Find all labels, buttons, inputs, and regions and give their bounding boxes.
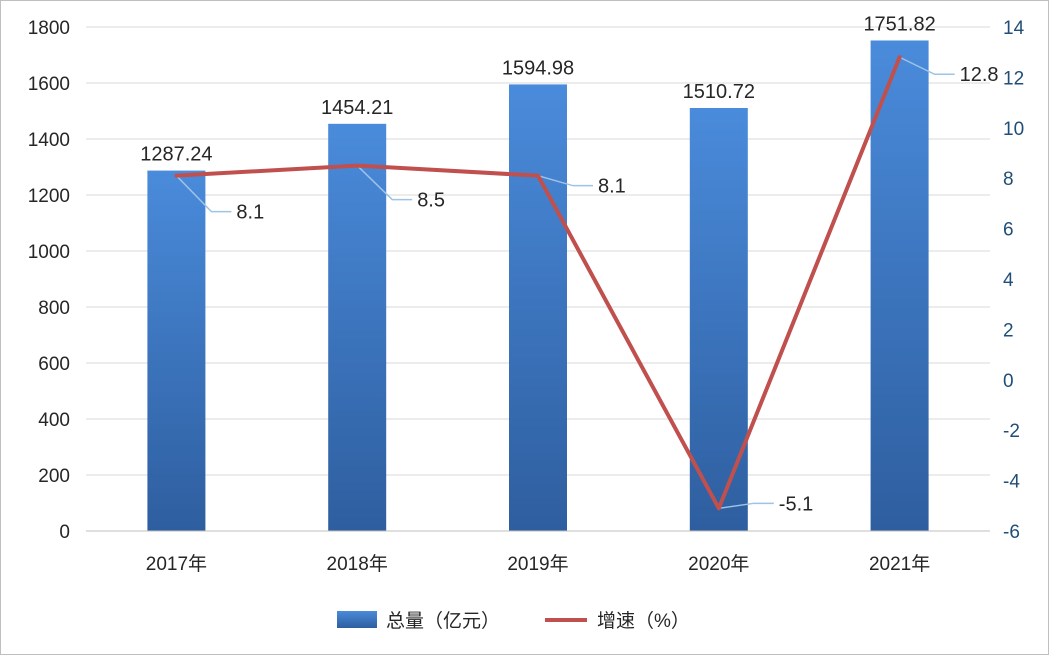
leader-lines	[175, 56, 955, 510]
legend: 总量（亿元） 增速（%）	[337, 610, 690, 632]
line-series	[174, 55, 902, 511]
bar-value-label: 1287.24	[140, 144, 212, 166]
growth-line	[174, 55, 902, 511]
line-value-label: 8.5	[417, 190, 445, 212]
bar-series	[147, 40, 929, 532]
y-left-tick-label: 600	[38, 354, 70, 375]
y-left-tick-label: 800	[38, 298, 70, 319]
y-left-tick-label: 400	[38, 410, 70, 431]
y-left-tick-label: 1000	[28, 242, 70, 263]
leader-line	[175, 175, 232, 213]
leader-line	[356, 165, 413, 201]
leader-line	[537, 174, 593, 187]
line-value-label: -5.1	[779, 493, 813, 515]
y-left-tick-label: 1800	[28, 18, 70, 39]
bar-value-label: 1510.72	[683, 81, 755, 103]
y-left-tick-label: 1400	[28, 130, 70, 151]
legend-bar-label: 总量（亿元）	[386, 610, 500, 632]
bar-value-label: 1594.98	[502, 57, 574, 79]
y-right-tick-label: 2	[1003, 320, 1014, 341]
bar-value-label: 1751.82	[863, 13, 935, 35]
y-left-tick-label: 1200	[28, 186, 70, 207]
y-right-tick-label: 14	[1003, 18, 1025, 39]
leader-line	[899, 56, 955, 75]
y-right-tick-label: 0	[1003, 371, 1014, 392]
y-right-tick-label: 10	[1003, 119, 1024, 140]
y-right-tick-label: 4	[1003, 270, 1014, 291]
bar-value-label: 1454.21	[321, 97, 393, 119]
x-tick-label: 2020年	[688, 553, 749, 575]
y-right-tick-label: -4	[1003, 472, 1020, 493]
y-right-tick-label: 8	[1003, 169, 1014, 190]
y-left-tick-label: 200	[38, 466, 70, 487]
bar	[328, 123, 387, 531]
y-right-tick-label: -2	[1003, 421, 1020, 442]
leader-line	[718, 502, 774, 510]
line-value-label: 12.8	[960, 64, 999, 86]
data-labels: 1287.24 1454.21 1594.98 1510.72 1751.82 8.1 8.…	[140, 13, 998, 515]
x-tick-label: 2018年	[327, 553, 388, 575]
x-tick-label: 2021年	[869, 553, 930, 575]
bar	[509, 84, 567, 531]
line-value-label: 8.1	[598, 176, 626, 198]
x-tick-label: 2019年	[507, 553, 568, 575]
bar	[870, 40, 929, 532]
legend-line-label: 增速（%）	[597, 610, 690, 632]
y-right-tick-label: 12	[1003, 68, 1024, 89]
bar	[147, 170, 206, 531]
axes: 0 200 400 600 800 1000 1200 1400 1600 1800 -6 -4 -2 0…	[28, 18, 1025, 575]
y-right-tick-label: 6	[1003, 220, 1014, 241]
line-value-label: 8.1	[236, 202, 264, 224]
y-left-tick-label: 0	[59, 522, 70, 543]
x-tick-label: 2017年	[146, 553, 207, 575]
y-left-tick-label: 1600	[28, 74, 70, 95]
y-right-tick-label: -6	[1003, 522, 1020, 543]
legend-bar-swatch	[337, 611, 377, 628]
